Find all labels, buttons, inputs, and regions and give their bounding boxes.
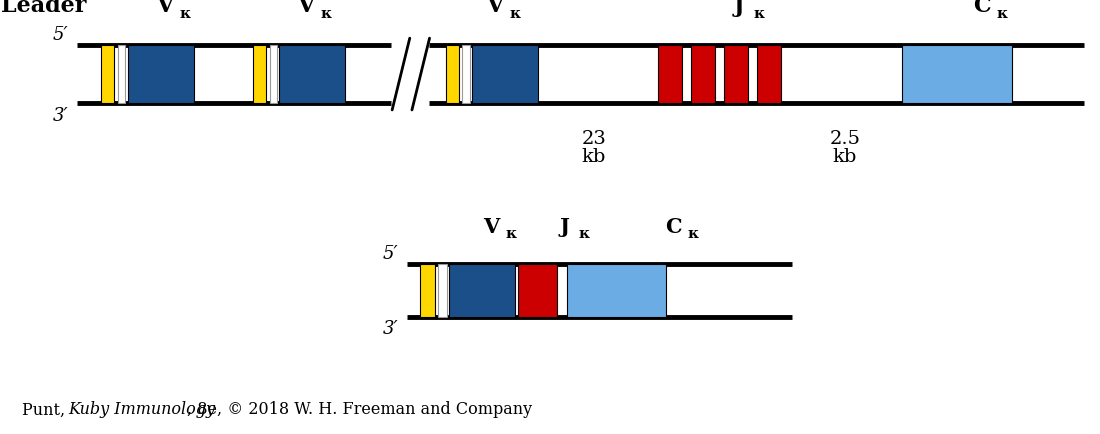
Bar xyxy=(902,46,1012,104)
Text: κ: κ xyxy=(997,7,1008,21)
Bar xyxy=(270,46,277,104)
Bar xyxy=(518,265,557,317)
Bar xyxy=(420,265,434,317)
Bar xyxy=(724,46,748,104)
Bar xyxy=(472,46,538,104)
Text: V: V xyxy=(486,0,504,17)
Text: V: V xyxy=(156,0,174,17)
Text: 23: 23 xyxy=(582,130,606,148)
Text: κ: κ xyxy=(688,226,698,240)
Bar xyxy=(128,46,194,104)
Text: kb: kb xyxy=(833,147,857,165)
Text: κ: κ xyxy=(579,226,590,240)
Text: 5′: 5′ xyxy=(53,26,68,43)
Bar xyxy=(658,46,682,104)
Text: 3′: 3′ xyxy=(53,106,68,124)
Bar xyxy=(101,46,114,104)
Text: κ: κ xyxy=(179,7,190,21)
Text: 3′: 3′ xyxy=(383,319,398,337)
Bar xyxy=(449,265,515,317)
Text: C: C xyxy=(974,0,991,17)
Text: 5′: 5′ xyxy=(383,245,398,263)
Bar xyxy=(253,46,266,104)
Text: κ: κ xyxy=(506,226,517,240)
Bar xyxy=(566,265,666,317)
Text: κ: κ xyxy=(320,7,331,21)
Text: J: J xyxy=(560,217,569,237)
Text: , 8e, © 2018 W. H. Freeman and Company: , 8e, © 2018 W. H. Freeman and Company xyxy=(187,401,532,418)
Bar xyxy=(691,46,715,104)
Bar xyxy=(279,46,345,104)
Text: kb: kb xyxy=(582,147,606,165)
Text: κ: κ xyxy=(509,7,520,21)
Bar xyxy=(438,265,447,317)
Text: 2.5: 2.5 xyxy=(829,130,860,148)
Bar xyxy=(446,46,459,104)
Text: Punt,: Punt, xyxy=(22,401,70,418)
Text: C: C xyxy=(664,217,682,237)
Bar xyxy=(118,46,125,104)
Text: Leader: Leader xyxy=(1,0,87,17)
Text: Kuby Immunology: Kuby Immunology xyxy=(68,401,216,418)
Bar xyxy=(462,46,470,104)
Text: κ: κ xyxy=(754,7,764,21)
Text: V: V xyxy=(484,217,499,237)
Text: J: J xyxy=(734,0,745,17)
Bar xyxy=(757,46,781,104)
Text: V: V xyxy=(297,0,315,17)
